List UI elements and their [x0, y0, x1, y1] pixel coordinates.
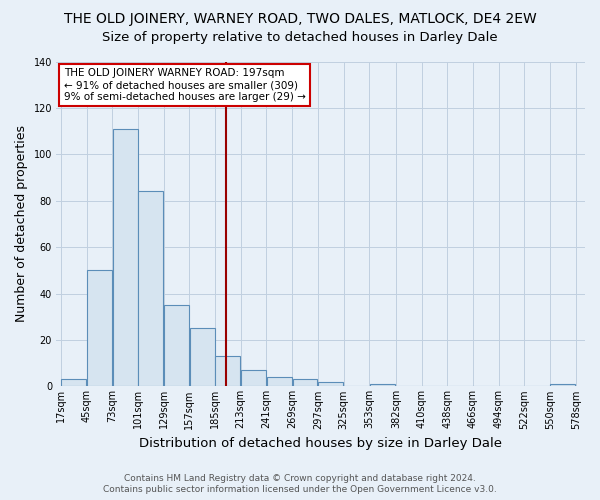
Text: THE OLD JOINERY, WARNEY ROAD, TWO DALES, MATLOCK, DE4 2EW: THE OLD JOINERY, WARNEY ROAD, TWO DALES,…: [64, 12, 536, 26]
Text: THE OLD JOINERY WARNEY ROAD: 197sqm
← 91% of detached houses are smaller (309)
9: THE OLD JOINERY WARNEY ROAD: 197sqm ← 91…: [64, 68, 305, 102]
Bar: [190, 328, 215, 386]
Bar: [241, 370, 266, 386]
Bar: [370, 384, 395, 386]
Bar: [215, 356, 241, 386]
Text: Contains HM Land Registry data © Crown copyright and database right 2024.
Contai: Contains HM Land Registry data © Crown c…: [103, 474, 497, 494]
Bar: [61, 380, 86, 386]
Bar: [164, 305, 189, 386]
Bar: [550, 384, 575, 386]
Y-axis label: Number of detached properties: Number of detached properties: [15, 126, 28, 322]
X-axis label: Distribution of detached houses by size in Darley Dale: Distribution of detached houses by size …: [139, 437, 502, 450]
Bar: [87, 270, 112, 386]
Bar: [293, 380, 317, 386]
Text: Size of property relative to detached houses in Darley Dale: Size of property relative to detached ho…: [102, 31, 498, 44]
Bar: [138, 192, 163, 386]
Bar: [318, 382, 343, 386]
Bar: [113, 129, 137, 386]
Bar: [267, 377, 292, 386]
